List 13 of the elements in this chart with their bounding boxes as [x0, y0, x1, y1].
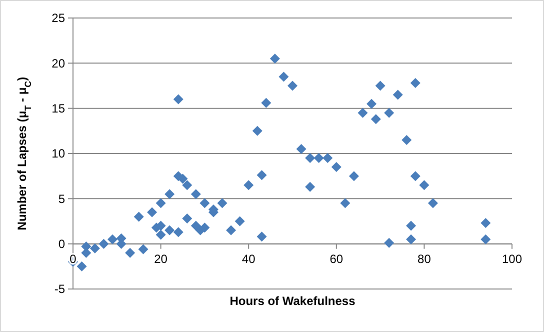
x-axis-title: Hours of Wakefulness [230, 294, 356, 308]
y-tick-label: 25 [52, 11, 66, 26]
y-tick-label: 10 [52, 146, 66, 161]
y-tick-label: 15 [52, 102, 66, 116]
x-tick-label: 20 [154, 252, 168, 266]
y-tick-label: 20 [52, 56, 66, 70]
y-tick-label: 0 [58, 237, 66, 252]
x-tick-label: 100 [502, 252, 522, 266]
x-tick-label: 80 [418, 252, 432, 266]
y-tick-label: 5 [58, 192, 66, 206]
x-tick-label: 40 [242, 252, 256, 266]
x-tick-label: 60 [330, 252, 344, 266]
y-tick-label: -5 [54, 282, 66, 296]
